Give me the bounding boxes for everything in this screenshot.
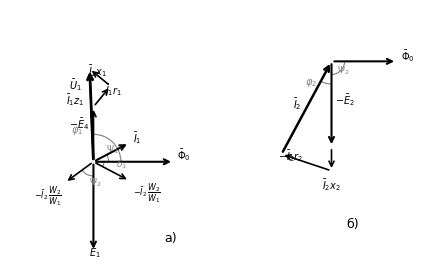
Text: $-\bar{E}_4$: $-\bar{E}_4$ [69,116,90,131]
Text: а): а) [164,232,177,245]
Text: $\bar{I}_1x_1$: $\bar{I}_1x_1$ [88,64,107,80]
Text: $-\bar{I}_2\,\dfrac{W_2}{W_1}$: $-\bar{I}_2\,\dfrac{W_2}{W_1}$ [34,184,62,208]
Text: $\bar{E}_1$: $\bar{E}_1$ [89,244,101,260]
Text: $\bar{I}_2x_2$: $\bar{I}_2x_2$ [322,177,341,193]
Text: $\Psi_2$: $\Psi_2$ [337,64,350,77]
Text: $\varphi_2$: $\varphi_2$ [305,77,317,89]
Text: $\bar{I}_1$: $\bar{I}_1$ [133,130,142,146]
Text: $-\bar{E}_2$: $-\bar{E}_2$ [335,92,355,108]
Text: $\delta_1$: $\delta_1$ [116,158,127,171]
Text: $-\bar{I}_2r_2$: $-\bar{I}_2r_2$ [278,148,303,164]
Text: $\Psi_1$: $\Psi_1$ [106,143,119,156]
Text: $\bar{\Phi}_0$: $\bar{\Phi}_0$ [400,48,414,64]
Text: $\bar{I}_2$: $\bar{I}_2$ [293,96,302,112]
Text: $\varphi_1$: $\varphi_1$ [71,125,83,137]
Text: $\bar{I}_1r_1$: $\bar{I}_1r_1$ [105,83,122,98]
Text: $\Psi_2$: $\Psi_2$ [89,176,101,189]
Text: $\bar{U}_1$: $\bar{U}_1$ [69,77,82,93]
Text: $\bar{\Phi}_0$: $\bar{\Phi}_0$ [177,147,190,163]
Text: $\bar{I}_1z_1$: $\bar{I}_1z_1$ [65,92,84,108]
Text: $-\bar{I}_2\,\dfrac{W_2}{W_1}$: $-\bar{I}_2\,\dfrac{W_2}{W_1}$ [133,182,161,205]
Text: б): б) [346,218,358,231]
